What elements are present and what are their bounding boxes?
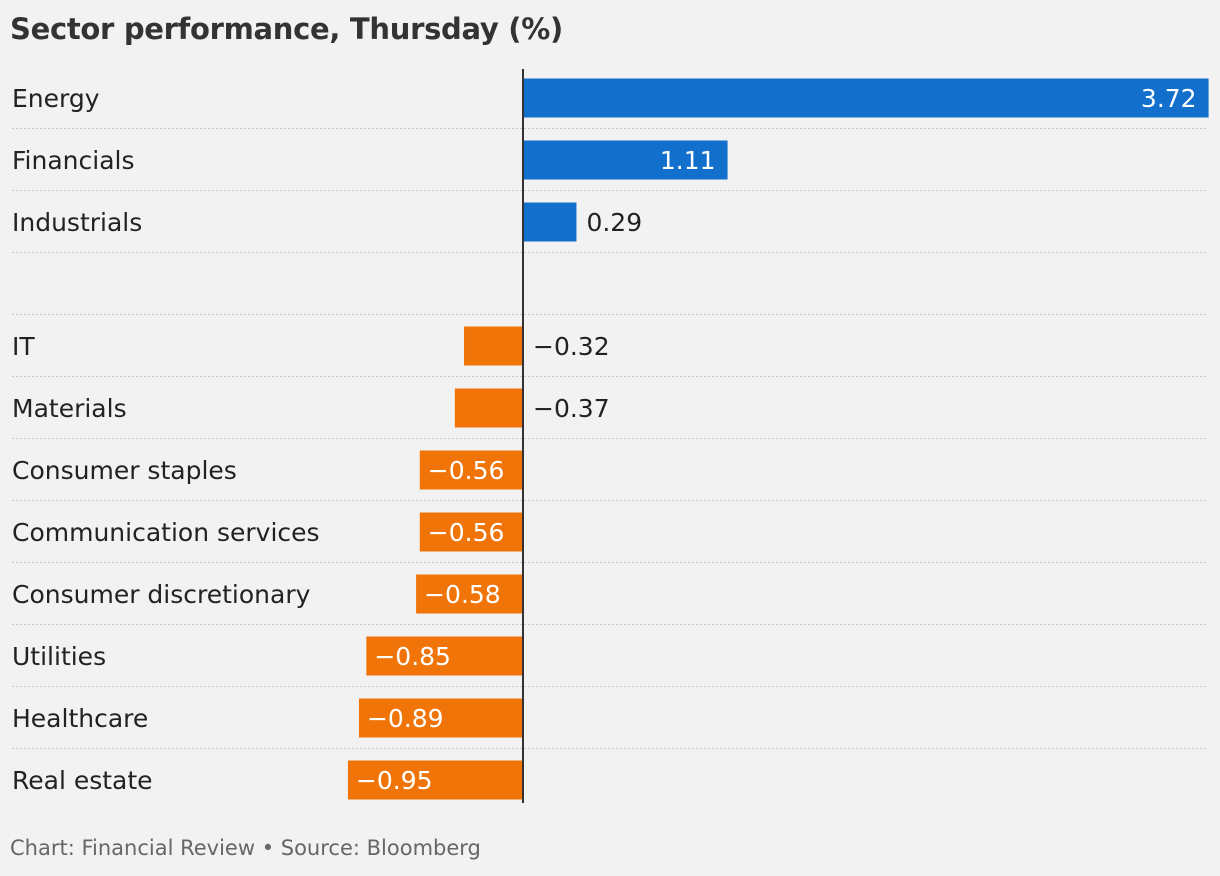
category-label: Energy [12, 84, 100, 113]
value-label: −0.89 [367, 704, 444, 733]
bar [419, 512, 523, 552]
chart-title: Sector performance, Thursday (%) [10, 12, 563, 46]
value-label: −0.95 [356, 766, 433, 795]
category-label: Materials [12, 394, 127, 423]
category-label: IT [12, 332, 35, 361]
bar [419, 450, 523, 490]
value-label: −0.56 [428, 456, 505, 485]
category-label: Real estate [12, 766, 153, 795]
value-label: −0.32 [533, 332, 610, 361]
bar [366, 636, 523, 676]
value-label: 0.29 [586, 208, 642, 237]
bar [454, 388, 523, 428]
category-label: Communication services [12, 518, 320, 547]
bar [358, 698, 523, 738]
category-label: Consumer discretionary [12, 580, 311, 609]
bar [464, 326, 523, 366]
bar [523, 202, 577, 242]
chart-credit: Chart: Financial Review • Source: Bloomb… [10, 836, 481, 860]
bar [523, 140, 728, 180]
bar [347, 760, 523, 800]
category-label: Financials [12, 146, 135, 175]
value-label: −0.37 [533, 394, 610, 423]
value-label: 1.11 [660, 146, 716, 175]
value-label: −0.58 [424, 580, 501, 609]
value-label: 3.72 [1141, 84, 1197, 113]
value-label: −0.56 [428, 518, 505, 547]
category-label: Consumer staples [12, 456, 237, 485]
category-label: Utilities [12, 642, 106, 671]
category-label: Industrials [12, 208, 142, 237]
bar [416, 574, 523, 614]
category-label: Healthcare [12, 704, 148, 733]
bar [523, 78, 1209, 118]
value-label: −0.85 [374, 642, 451, 671]
